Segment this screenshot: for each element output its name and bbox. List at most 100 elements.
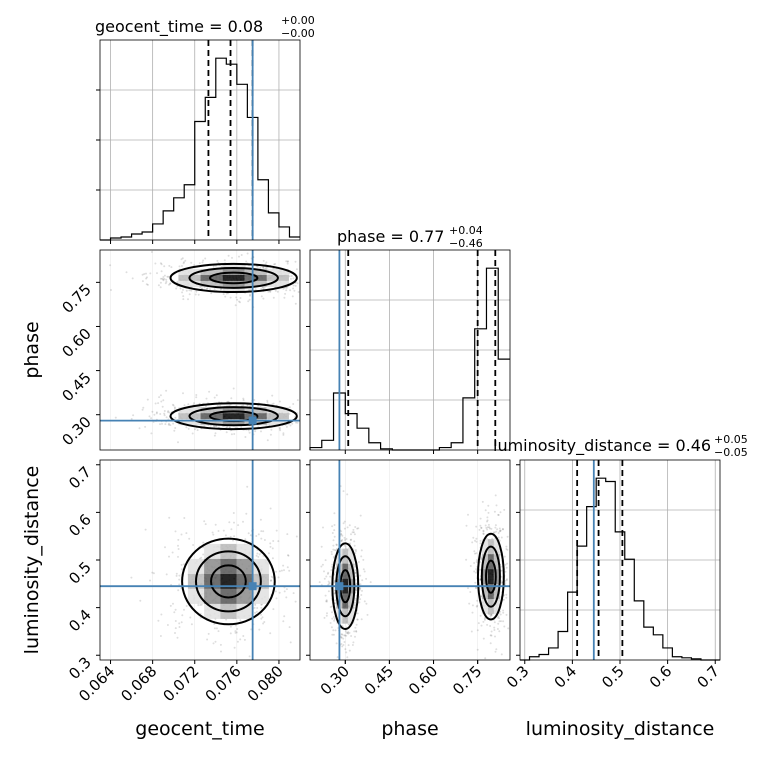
sample-point — [194, 293, 197, 296]
sample-point — [224, 295, 227, 298]
sample-point — [162, 279, 165, 282]
sample-point — [505, 579, 508, 582]
histogram-bin — [634, 601, 644, 660]
sample-point — [353, 630, 356, 633]
sample-point — [352, 528, 355, 531]
sample-point — [202, 553, 205, 556]
svg-text:geocent_time = 0.08: geocent_time = 0.08 — [95, 17, 263, 37]
sample-point — [150, 251, 153, 253]
sample-point — [181, 291, 184, 294]
density-cell — [178, 268, 201, 275]
histogram-bin — [184, 185, 195, 240]
sample-point — [478, 568, 481, 571]
sample-point — [166, 624, 169, 626]
sample-point — [286, 260, 289, 263]
sample-point — [138, 427, 141, 430]
sample-point — [269, 545, 272, 548]
sample-point — [154, 262, 157, 265]
histogram-bin — [258, 180, 269, 240]
sample-point — [214, 432, 217, 435]
density-cell — [348, 608, 355, 624]
sample-point — [159, 281, 162, 284]
sample-point — [237, 524, 240, 527]
sample-point — [254, 611, 257, 614]
sample-point — [365, 602, 368, 605]
sample-point — [225, 292, 228, 295]
sample-point — [141, 408, 144, 411]
sample-point — [143, 273, 146, 275]
sample-point — [363, 600, 366, 603]
sample-point — [360, 594, 363, 596]
sample-point — [216, 259, 219, 262]
sample-point — [330, 605, 333, 608]
sample-point — [325, 599, 328, 602]
histogram-bin — [568, 592, 578, 660]
sample-point — [171, 403, 174, 406]
sample-point — [265, 266, 268, 269]
sample-point — [293, 289, 296, 292]
sample-point — [163, 412, 166, 415]
sample-point — [326, 572, 329, 575]
sample-point — [233, 646, 236, 649]
sample-point — [495, 648, 498, 651]
sample-point — [292, 403, 295, 405]
sample-point — [471, 604, 474, 607]
sample-point — [182, 295, 185, 298]
sample-point — [331, 563, 334, 566]
density-cell — [481, 554, 488, 570]
sample-point — [333, 535, 336, 538]
sample-point — [233, 535, 236, 538]
sample-point — [479, 517, 482, 520]
sample-point — [323, 616, 326, 619]
sample-point — [246, 404, 249, 407]
sample-point — [239, 638, 242, 641]
sample-point — [246, 252, 249, 255]
density-cell — [481, 539, 488, 555]
sample-point — [263, 286, 266, 289]
sample-point — [159, 394, 162, 397]
sample-point — [493, 621, 496, 624]
sample-point — [168, 411, 171, 414]
truth-marker — [248, 582, 257, 591]
sample-point — [294, 600, 297, 603]
sample-point — [282, 287, 285, 290]
sample-point — [165, 389, 168, 392]
sample-point — [486, 520, 488, 523]
sample-point — [487, 511, 490, 514]
sample-point — [181, 614, 184, 617]
sample-point — [229, 296, 232, 299]
sample-point — [195, 396, 198, 399]
sample-point — [239, 297, 242, 299]
histogram-bin — [205, 97, 216, 240]
sample-point — [330, 626, 333, 629]
contour-level — [480, 545, 501, 608]
sample-point — [488, 526, 491, 529]
sample-point — [296, 399, 299, 402]
sample-point — [175, 287, 178, 290]
sample-point — [327, 583, 330, 586]
density-cell — [204, 573, 221, 589]
sample-point — [490, 614, 493, 617]
sample-point — [245, 260, 248, 263]
sample-point — [330, 553, 333, 556]
density-cell — [222, 407, 245, 414]
sample-point — [294, 260, 297, 263]
sample-point — [345, 538, 348, 540]
sample-point — [365, 577, 368, 580]
contour-level — [210, 564, 247, 599]
density-cell — [481, 584, 488, 600]
sample-point — [283, 296, 286, 299]
sample-point — [507, 627, 510, 630]
sample-point — [270, 428, 273, 431]
sample-point — [355, 575, 357, 578]
histogram-bin — [663, 648, 673, 660]
sample-point — [283, 569, 285, 572]
panel-distance-vs-phase — [309, 459, 511, 661]
density-cell — [493, 539, 500, 555]
sample-point — [234, 630, 237, 633]
sample-point — [151, 410, 154, 413]
sample-point — [354, 578, 357, 581]
density-cell — [266, 268, 289, 275]
sample-point — [354, 604, 357, 606]
histogram-bin — [596, 478, 606, 660]
